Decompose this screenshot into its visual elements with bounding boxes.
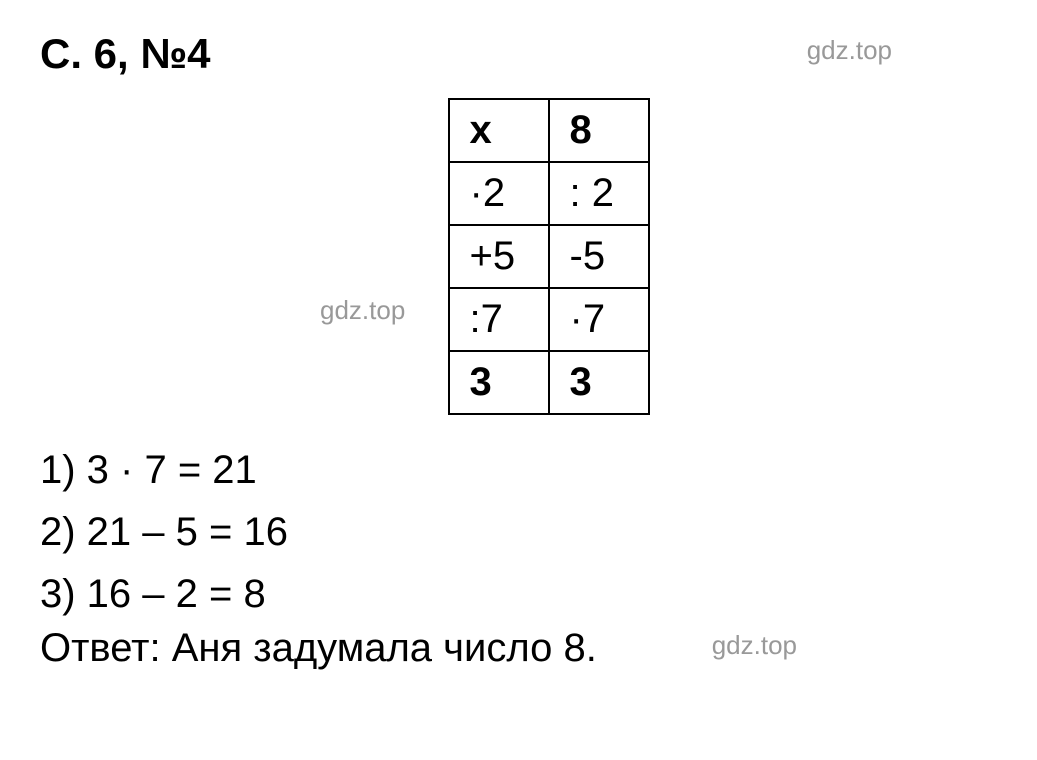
table-row: ·2 : 2 [449,162,649,225]
solution-step: 3) 16 – 2 = 8 [40,564,997,624]
watermark-bottom-right: gdz.top [712,630,797,661]
watermark-top-right: gdz.top [807,35,892,66]
table-cell: -5 [549,225,649,288]
table-cell: ·2 [449,162,549,225]
solution-step: 2) 21 – 5 = 16 [40,502,997,562]
solution-step: 1) 3 · 7 = 21 [40,440,997,500]
table-cell: 3 [549,351,649,414]
table-cell: x [449,99,549,162]
table-row: :7 ·7 [449,288,649,351]
table-cell: 8 [549,99,649,162]
table-cell: ·7 [549,288,649,351]
table-cell: 3 [449,351,549,414]
solution-table-container: x 8 ·2 : 2 +5 -5 :7 ·7 3 3 [100,98,997,415]
answer-text: Ответ: Аня задумала число 8. [40,626,997,671]
table-cell: :7 [449,288,549,351]
solution-steps: 1) 3 · 7 = 21 2) 21 – 5 = 16 3) 16 – 2 =… [40,440,997,624]
table-row: 3 3 [449,351,649,414]
table-row: x 8 [449,99,649,162]
table-cell: : 2 [549,162,649,225]
solution-table: x 8 ·2 : 2 +5 -5 :7 ·7 3 3 [448,98,650,415]
table-row: +5 -5 [449,225,649,288]
table-cell: +5 [449,225,549,288]
watermark-middle: gdz.top [320,295,405,326]
